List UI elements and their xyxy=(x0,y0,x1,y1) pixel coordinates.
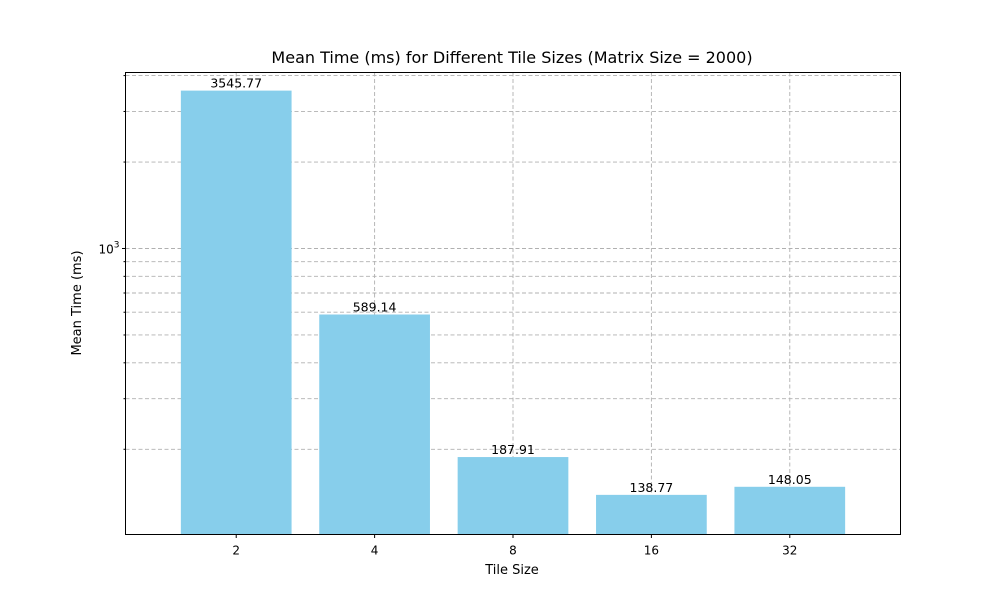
value-labels: 3545.77 589.14 187.91 138.77 148.05 xyxy=(210,76,811,495)
bar xyxy=(596,494,707,535)
x-tick-label: 2 xyxy=(232,544,240,558)
y-axis-label: Mean Time (ms) xyxy=(70,250,85,355)
bar xyxy=(457,457,569,535)
data-label: 589.14 xyxy=(353,300,397,315)
bar xyxy=(319,314,430,535)
chart-title: Mean Time (ms) for Different Tile Sizes … xyxy=(271,48,752,67)
x-tick-label: 16 xyxy=(644,544,659,558)
x-tick-label: 4 xyxy=(371,544,379,558)
x-tick-label: 32 xyxy=(782,544,797,558)
data-label: 187.91 xyxy=(491,442,535,457)
data-label: 3545.77 xyxy=(210,76,262,91)
x-tick-label: 8 xyxy=(509,544,517,558)
y-axis-ticks: 103 xyxy=(98,75,126,450)
y-tick-label: 103 xyxy=(98,241,119,257)
x-axis-ticks: 2 4 8 16 32 xyxy=(232,534,797,558)
data-label: 138.77 xyxy=(630,480,674,495)
x-axis-label: Tile Size xyxy=(484,563,539,578)
bar xyxy=(734,486,846,535)
data-label: 148.05 xyxy=(768,472,812,487)
bar xyxy=(180,90,292,535)
bars xyxy=(180,90,846,535)
